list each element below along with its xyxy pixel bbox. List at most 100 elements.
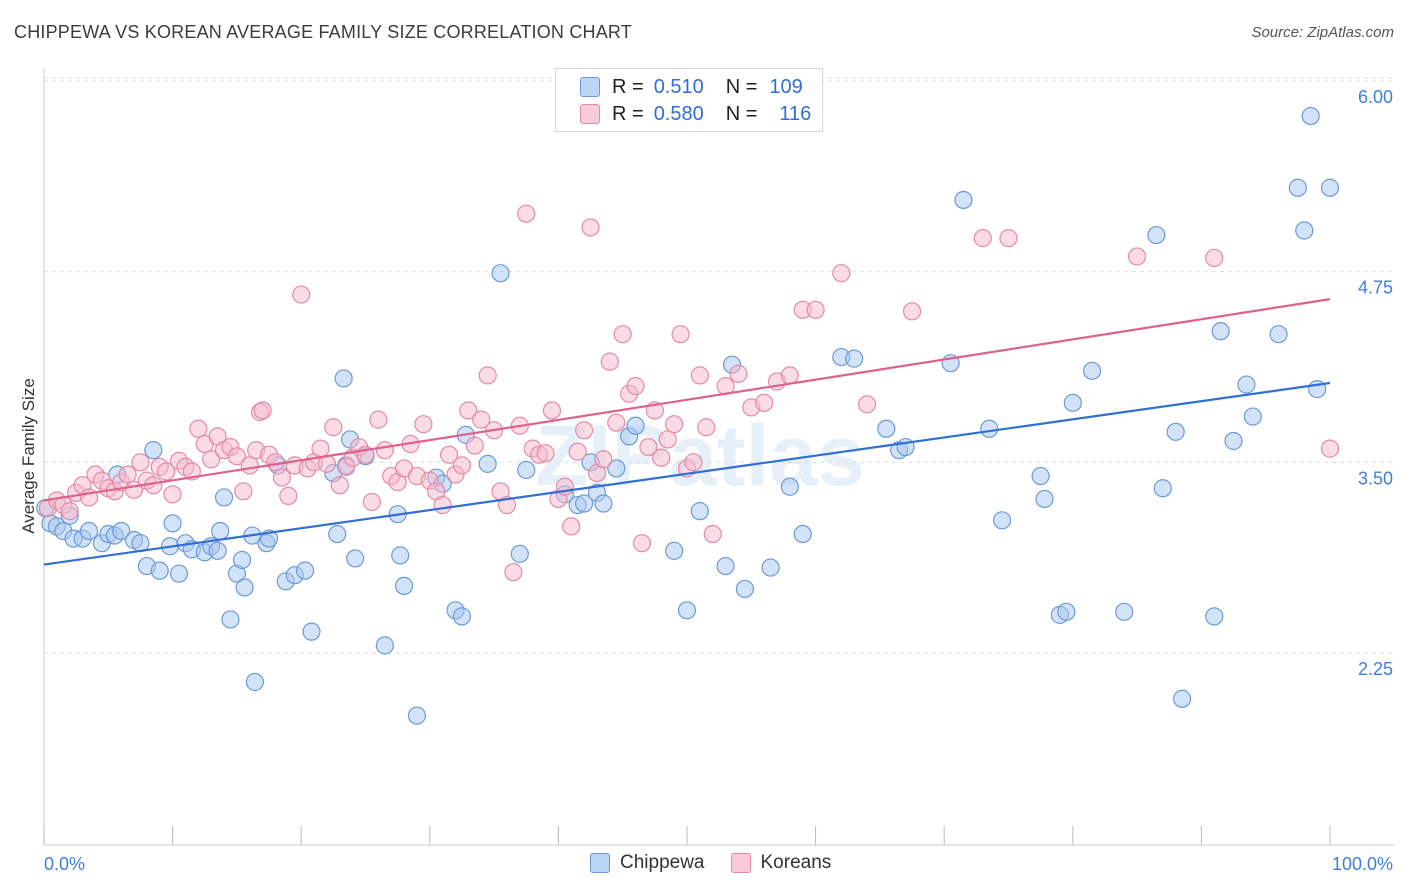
koreans-point <box>684 453 703 472</box>
source-credit: Source: ZipAtlas.com <box>1251 24 1394 41</box>
chippewa-point <box>1063 393 1082 412</box>
koreans-point <box>272 468 292 487</box>
koreans-swatch <box>730 853 751 873</box>
legend-label-chippewa: Chippewa <box>620 852 705 873</box>
x-tick-label-max: 100.0% <box>1332 854 1393 874</box>
koreans-point <box>632 534 652 553</box>
chippewa-point <box>716 556 735 576</box>
legend-item-koreans: Koreans <box>730 852 831 874</box>
koreans-point <box>439 445 459 464</box>
r-label: R = <box>612 102 644 125</box>
koreans-point <box>902 302 922 321</box>
koreans-point <box>542 401 562 420</box>
chippewa-swatch <box>580 77 600 97</box>
koreans-point <box>665 415 684 434</box>
koreans-point <box>755 393 774 412</box>
koreans-point <box>857 395 877 414</box>
koreans-point <box>600 352 619 371</box>
koreans-point <box>433 495 452 515</box>
chippewa-point <box>1295 221 1314 240</box>
koreans-point <box>536 444 555 463</box>
koreans-point <box>652 448 671 467</box>
koreans-point <box>465 436 484 455</box>
chippewa-point <box>334 369 353 388</box>
koreans-point <box>671 325 690 344</box>
koreans-point <box>517 204 536 223</box>
chippewa-point <box>677 601 697 620</box>
y-tick-label: 6.00 <box>1358 87 1393 107</box>
chippewa-point <box>1288 178 1307 197</box>
koreans-point <box>780 366 799 385</box>
koreans-point <box>613 325 632 344</box>
koreans-point <box>581 218 600 237</box>
chippewa-point <box>980 419 999 438</box>
chippewa-point <box>302 622 321 641</box>
chippewa-point <box>1269 325 1288 344</box>
koreans-point <box>240 456 259 475</box>
chippewa-point <box>1320 178 1340 197</box>
koreans-point <box>157 462 176 481</box>
chippewa-point <box>491 264 510 283</box>
koreans-point <box>690 366 709 385</box>
koreans-point <box>973 229 992 248</box>
stats-row-koreans: R = 0.580 N = 116 <box>580 102 811 126</box>
chippewa-point <box>391 546 410 565</box>
koreans-point <box>60 502 79 521</box>
chippewa-point <box>1224 431 1243 451</box>
koreans-swatch <box>580 104 600 124</box>
chippewa-point <box>112 521 131 541</box>
chippewa-point <box>954 190 973 210</box>
chippewa-point <box>221 610 240 629</box>
koreans-point <box>279 486 298 505</box>
chippewa-point <box>214 488 234 507</box>
chippewa-point <box>517 460 536 480</box>
koreans-point <box>594 450 613 469</box>
chippewa-point <box>793 524 812 544</box>
chippewa-point <box>375 636 394 655</box>
chippewa-point <box>346 549 365 568</box>
chippewa-point <box>394 576 414 595</box>
koreans-point <box>1127 247 1147 266</box>
chippewa-point <box>150 561 169 580</box>
chart-title: CHIPPEWA VS KOREAN AVERAGE FAMILY SIZE C… <box>14 22 633 42</box>
chippewa-point <box>407 706 427 725</box>
koreans-point <box>703 524 722 544</box>
chippewa-point <box>607 459 626 478</box>
legend-item-chippewa: Chippewa <box>590 852 705 874</box>
chippewa-point <box>575 494 594 513</box>
koreans-point <box>832 264 851 283</box>
y-axis-label: Average Family Size <box>19 378 38 534</box>
r-value: 0.580 <box>653 102 704 125</box>
chippewa-point <box>594 494 613 513</box>
chippewa-point <box>1147 225 1166 245</box>
koreans-point <box>324 418 343 437</box>
chippewa-point <box>1115 602 1134 621</box>
chippewa-point <box>780 477 799 496</box>
koreans-point <box>131 453 150 472</box>
koreans-point <box>253 401 272 420</box>
n-value: 109 <box>769 75 803 98</box>
chippewa-point <box>690 502 709 521</box>
koreans-point <box>504 563 523 582</box>
y-tick-label: 2.25 <box>1358 659 1393 679</box>
koreans-point <box>806 300 825 319</box>
chippewa-point <box>665 541 684 560</box>
koreans-point <box>234 482 253 501</box>
koreans-point <box>626 376 645 396</box>
x-tick-label-min: 0.0% <box>44 854 85 874</box>
y-tick-label: 4.75 <box>1358 278 1393 298</box>
chippewa-point <box>1153 479 1172 498</box>
chippewa-point <box>1173 689 1192 708</box>
chippewa-point <box>144 441 163 460</box>
chippewa-point <box>163 514 182 533</box>
koreans-point <box>575 421 594 440</box>
koreans-point <box>202 450 221 469</box>
n-label: N = <box>725 102 758 125</box>
koreans-point <box>658 430 677 449</box>
chippewa-point <box>1035 489 1054 509</box>
koreans-point <box>1320 439 1340 458</box>
trend-lines <box>43 298 1331 566</box>
r-value: 0.510 <box>653 75 704 98</box>
koreans-point <box>189 419 208 438</box>
koreans-point <box>568 442 587 461</box>
